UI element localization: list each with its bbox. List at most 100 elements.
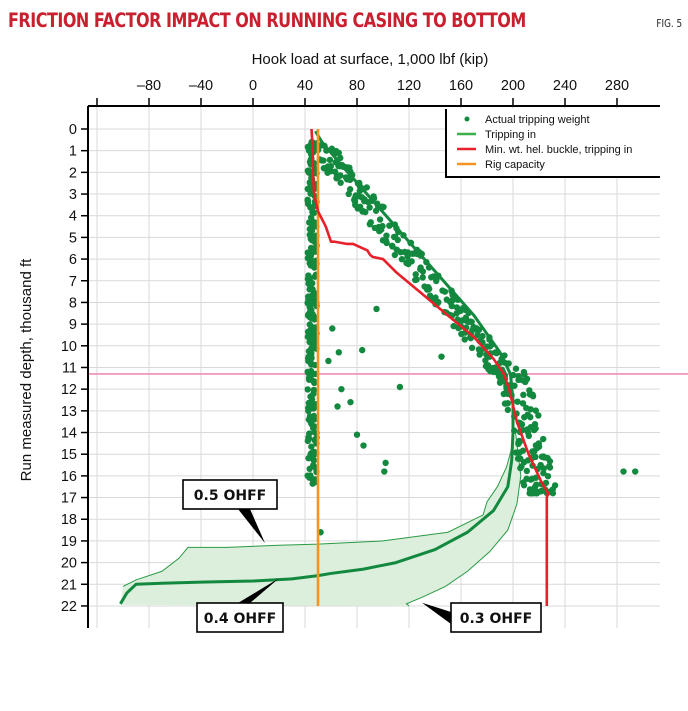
ohff-band-fill — [120, 432, 521, 606]
data-point — [515, 439, 522, 446]
data-point — [533, 481, 540, 488]
data-point — [311, 423, 318, 430]
legend-label: Actual tripping weight — [485, 114, 590, 126]
data-point — [530, 490, 538, 497]
data-point — [383, 232, 390, 239]
data-point — [517, 455, 524, 462]
data-point — [334, 403, 341, 410]
tripping-in-line — [119, 130, 515, 605]
data-point — [304, 143, 312, 151]
callout-pointer — [422, 602, 451, 624]
chart-title: FRICTION FACTOR IMPACT ON RUNNING CASING… — [8, 9, 526, 32]
data-point — [491, 364, 499, 371]
data-point — [311, 343, 318, 350]
data-point — [307, 335, 314, 343]
data-point — [366, 204, 373, 211]
data-point — [347, 398, 354, 406]
data-point — [379, 237, 387, 244]
data-point — [311, 273, 318, 280]
y-tick-label: 0 — [69, 122, 77, 138]
data-point — [310, 457, 318, 464]
data-point — [398, 256, 406, 263]
data-point — [311, 436, 318, 444]
data-point — [448, 302, 456, 310]
data-point — [363, 184, 370, 191]
data-point — [307, 184, 314, 191]
data-point — [307, 418, 314, 426]
data-point — [382, 459, 389, 467]
data-point — [310, 412, 318, 420]
data-point — [514, 398, 521, 405]
data-point — [531, 420, 539, 428]
data-point — [310, 203, 317, 210]
callout-pointer — [238, 578, 279, 603]
y-tick-label: 15 — [61, 447, 77, 463]
legend-label: Rig capacity — [485, 159, 545, 171]
data-point — [305, 219, 313, 226]
data-point — [304, 328, 312, 335]
data-point — [307, 244, 315, 252]
data-point — [362, 208, 369, 216]
data-point — [304, 472, 311, 479]
data-point — [469, 327, 476, 334]
data-point — [377, 226, 385, 233]
callout-label: 0.3 OHFF — [460, 611, 532, 627]
callouts: 0.5 OHFF 0.4 OHFF 0.3 OHFF — [182, 479, 542, 633]
y-tick-label: 16 — [61, 469, 77, 485]
data-point — [529, 448, 536, 455]
data-point — [526, 490, 533, 497]
data-point — [338, 385, 345, 393]
data-point — [306, 321, 313, 328]
data-point — [360, 442, 367, 449]
data-point — [417, 264, 424, 271]
x-tick-label: 80 — [349, 78, 365, 94]
data-point — [522, 404, 530, 412]
x-tick-label: 0 — [249, 78, 257, 94]
data-point — [517, 376, 524, 383]
data-point — [307, 393, 314, 400]
callout-box — [196, 602, 284, 633]
data-point — [497, 376, 504, 384]
data-point — [546, 458, 554, 465]
y-tick-label: 19 — [61, 534, 77, 550]
data-point — [308, 227, 316, 235]
data-point — [520, 391, 527, 399]
data-point — [474, 326, 481, 334]
data-point — [307, 249, 314, 257]
data-point — [306, 405, 313, 413]
data-point — [371, 224, 379, 232]
data-point — [388, 242, 396, 249]
data-point — [529, 391, 536, 398]
data-point — [486, 343, 494, 350]
data-point — [412, 271, 419, 278]
data-point — [309, 294, 316, 301]
data-point — [428, 274, 435, 281]
data-point — [307, 375, 314, 382]
data-point — [523, 467, 531, 475]
data-point — [305, 353, 312, 360]
data-point — [494, 370, 502, 377]
legend-label: Min. wt. hel. buckle, tripping in — [485, 144, 632, 156]
data-point — [501, 400, 509, 407]
data-point — [538, 487, 546, 495]
y-tick-label: 8 — [69, 295, 77, 311]
data-point — [540, 469, 547, 477]
data-point — [353, 431, 361, 438]
data-point — [404, 253, 411, 260]
data-point — [366, 220, 374, 228]
callout-label: 0.5 OHFF — [194, 488, 266, 504]
data-point — [337, 179, 344, 186]
data-point — [479, 332, 486, 340]
legend-box — [446, 109, 660, 177]
data-point — [391, 251, 399, 259]
data-point — [620, 468, 627, 475]
y-tick-label: 12 — [61, 382, 77, 398]
data-point — [438, 353, 445, 360]
data-point — [373, 305, 380, 313]
data-point — [305, 434, 312, 441]
data-point — [519, 400, 527, 407]
data-point — [449, 297, 456, 304]
y-tick-label: 14 — [61, 426, 77, 442]
data-point — [520, 368, 528, 376]
y-tick-label: 11 — [62, 360, 77, 376]
